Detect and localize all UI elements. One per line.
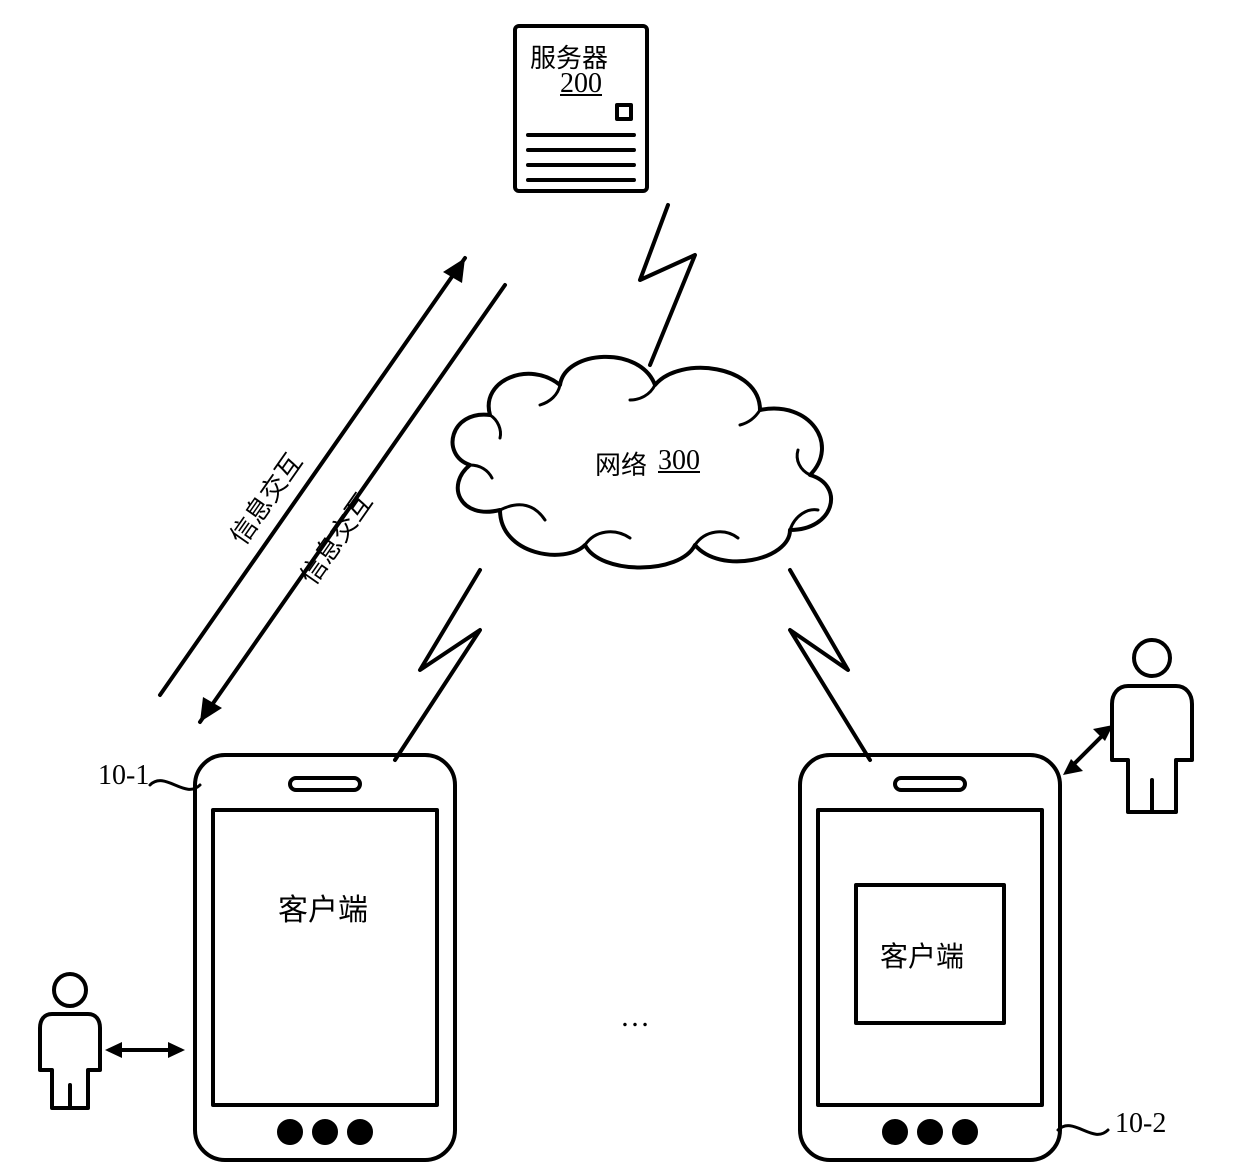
diagram-canvas xyxy=(0,0,1240,1169)
bolt-cloud-left xyxy=(395,570,480,760)
arrow-person-right xyxy=(1063,725,1113,775)
person-left xyxy=(40,974,100,1108)
phone-right-label: 客户端 xyxy=(880,935,964,975)
ref-10-1-lead xyxy=(150,781,200,790)
ellipsis: … xyxy=(620,1000,656,1034)
phone-right-ref: 10-2 xyxy=(1115,1108,1166,1140)
ref-10-2-lead xyxy=(1058,1126,1108,1135)
server-id: 200 xyxy=(560,68,602,100)
bolt-cloud-right xyxy=(790,570,870,760)
arrow-person-left xyxy=(105,1042,185,1058)
phone-left-label: 客户端 xyxy=(278,885,368,929)
phone-left-ref: 10-1 xyxy=(98,760,149,792)
cloud-label: 网络 xyxy=(595,445,647,482)
cloud-id: 300 xyxy=(658,445,700,477)
bolt-server-cloud xyxy=(640,205,695,365)
info-exchange-arrows xyxy=(160,258,505,722)
person-right xyxy=(1112,640,1192,812)
phone-left xyxy=(195,755,455,1160)
